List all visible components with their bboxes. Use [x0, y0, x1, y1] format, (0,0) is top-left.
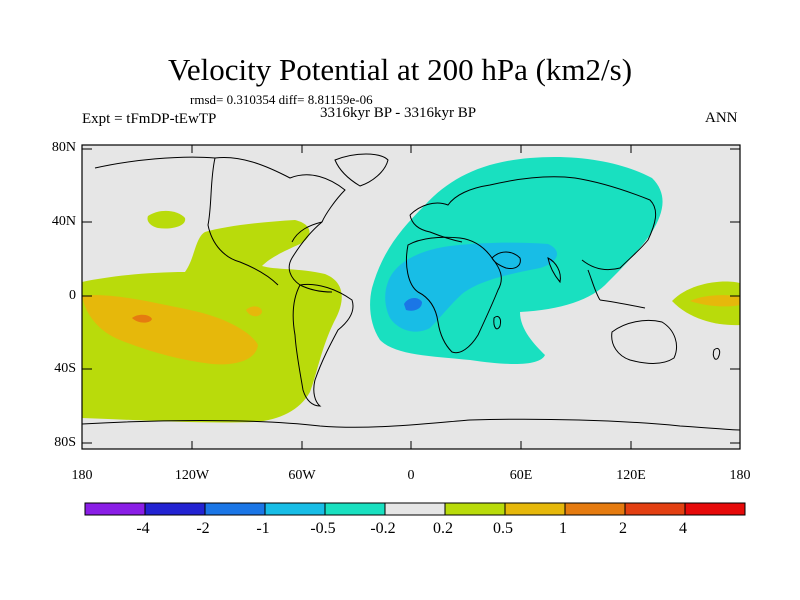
colorbar-label: -2 — [196, 520, 210, 537]
colorbar-swatch — [504, 502, 566, 516]
colorbar-swatch — [264, 502, 326, 516]
colorbar-label: 4 — [679, 520, 687, 537]
lat-label-0: 0 — [69, 288, 76, 303]
colorbar-swatch — [444, 502, 506, 516]
colorbar-swatch — [384, 502, 446, 516]
colorbar-label: -0.5 — [310, 520, 336, 537]
colorbar-label: 0.5 — [493, 520, 513, 537]
experiment-label: Expt = tFmDP-tEwTP — [82, 111, 217, 127]
strong-positive-core-pacific — [82, 295, 258, 365]
strong-negative-region — [385, 242, 558, 332]
coastlines — [82, 153, 740, 431]
colorbar-swatch — [564, 502, 626, 516]
lon-label-60w: 60W — [288, 468, 316, 483]
colorbar-label: 0.2 — [433, 520, 453, 537]
lon-label-120w: 120W — [174, 468, 210, 483]
colorbar-swatch — [144, 502, 206, 516]
min-negative-core — [404, 298, 422, 311]
colorbar-label: -0.2 — [370, 520, 396, 537]
rmsd-diff-stats: rmsd= 0.310354 diff= 8.81159e-06 — [190, 92, 373, 107]
colorbar-swatch — [324, 502, 386, 516]
lat-label-80s: 80S — [54, 435, 76, 450]
season-label: ANN — [705, 110, 738, 126]
max-positive-spot — [132, 314, 152, 323]
colorbar-label: -1 — [256, 520, 270, 537]
lat-label-40s: 40S — [54, 361, 76, 376]
lat-label-40n: 40N — [51, 214, 76, 229]
lon-label-60e: 60E — [509, 468, 533, 483]
colorbar-swatch — [684, 502, 746, 516]
strong-positive-spot-pacific — [246, 306, 262, 317]
lon-label-120e: 120E — [616, 468, 646, 483]
colorbar-swatch — [204, 502, 266, 516]
lon-label-180e: 180 — [729, 468, 751, 483]
strong-positive-core-west-pacific — [690, 295, 740, 307]
colorbar-swatch — [84, 502, 146, 516]
lon-label-0: 0 — [407, 468, 415, 483]
colorbar — [84, 502, 746, 516]
positive-anomaly-blob-north-pacific — [147, 210, 186, 229]
lon-label-180w: 180 — [71, 468, 93, 483]
map-title: Velocity Potential at 200 hPa (km2/s) — [167, 52, 633, 87]
colorbar-label: -4 — [136, 520, 150, 537]
period-label: 3316kyr BP - 3316kyr BP — [320, 105, 477, 121]
colorbar-label: 2 — [619, 520, 627, 537]
colorbar-label: 1 — [559, 520, 567, 537]
lat-label-80n: 80N — [51, 140, 76, 155]
colorbar-swatch — [624, 502, 686, 516]
axis-ticks — [81, 145, 741, 449]
